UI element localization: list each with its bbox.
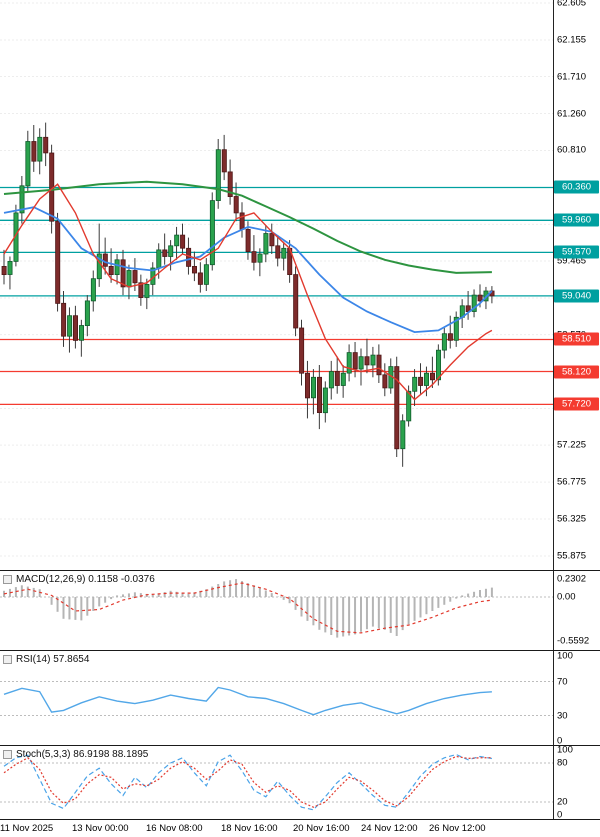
level-price-label: 58.510 <box>554 332 599 346</box>
rsi-axis-label: 100 <box>557 651 573 662</box>
x-axis-label: 18 Nov 16:00 <box>221 823 278 834</box>
x-axis-label: 16 Nov 08:00 <box>146 823 203 834</box>
stochastic-header: Stoch(5,3,3) 86.9198 88.1895 <box>3 749 148 760</box>
level-price-label: 57.720 <box>554 397 599 411</box>
indicator-marker-icon <box>3 655 12 664</box>
level-price-label: 58.120 <box>554 365 599 379</box>
stochastic-canvas[interactable] <box>0 746 600 819</box>
level-price-label: 60.360 <box>554 180 599 194</box>
indicator-marker-icon <box>3 750 12 759</box>
panel-divider <box>0 650 600 651</box>
level-price-label: 59.570 <box>554 245 599 259</box>
x-axis-label: 11 Nov 2025 <box>0 823 54 834</box>
price-tick-label: 61.260 <box>557 108 587 120</box>
macd-signal-line <box>3 582 492 634</box>
stoch-k-line <box>3 753 492 811</box>
stochastic-panel: Stoch(5,3,3) 86.9198 88.1895 100 80 20 0 <box>0 746 600 819</box>
stoch-axis-label: 100 <box>557 746 573 756</box>
panel-divider <box>0 745 600 746</box>
macd-axis-label: -0.5592 <box>557 635 590 647</box>
ma-fast-line <box>3 183 493 401</box>
rsi-axis-label: 70 <box>557 676 568 687</box>
price-gridlines <box>0 2 553 557</box>
macd-axis-label: 0.2302 <box>557 573 587 585</box>
stoch-axis-label: 80 <box>557 757 568 769</box>
price-tick-label: 56.325 <box>557 513 587 525</box>
price-tick-label: 59.465 <box>557 255 587 267</box>
time-axis[interactable]: 11 Nov 2025 13 Nov 00:00 16 Nov 08:00 18 No… <box>0 819 600 837</box>
x-axis-label: 26 Nov 12:00 <box>429 823 486 834</box>
stoch-axis-label: 0 <box>557 809 563 820</box>
ma-mid-line <box>3 206 493 334</box>
macd-axis-label: 0.00 <box>557 591 576 603</box>
rsi-canvas[interactable] <box>0 651 600 745</box>
level-price-label: 59.960 <box>554 213 599 227</box>
stoch-d-line <box>3 755 492 808</box>
panel-divider <box>0 570 600 571</box>
ma-slow-line <box>3 180 492 274</box>
rsi-panel: RSI(14) 57.8654 100 70 30 0 <box>0 651 600 745</box>
rsi-axis-label: 0 <box>557 735 563 746</box>
price-tick-label: 62.155 <box>557 34 587 46</box>
price-chart-canvas[interactable] <box>0 0 600 570</box>
macd-panel: MACD(12,26,9) 0.1158 -0.0376 0.2302 0.00 -… <box>0 571 600 650</box>
stochastic-label: Stoch(5,3,3) 86.9198 88.1895 <box>16 749 149 760</box>
price-tick-label: 60.810 <box>557 144 587 156</box>
price-tick-label: 62.605 <box>557 0 587 9</box>
x-axis-label: 20 Nov 16:00 <box>293 823 350 834</box>
x-axis-label: 13 Nov 00:00 <box>72 823 129 834</box>
rsi-label: RSI(14) 57.8654 <box>16 654 90 665</box>
macd-histogram <box>3 579 493 638</box>
macd-header: MACD(12,26,9) 0.1158 -0.0376 <box>3 574 155 585</box>
macd-canvas[interactable] <box>0 571 600 650</box>
support-resistance-lines <box>0 186 553 406</box>
indicator-marker-icon <box>3 575 12 584</box>
price-tick-label: 56.775 <box>557 476 587 488</box>
macd-label: MACD(12,26,9) 0.1158 -0.0376 <box>16 574 155 585</box>
price-tick-label: 55.875 <box>557 550 587 562</box>
candles-group <box>1 122 495 467</box>
rsi-axis-label: 30 <box>557 710 568 721</box>
rsi-line <box>3 686 492 716</box>
price-axis-line <box>553 0 554 819</box>
price-tick-label: 57.225 <box>557 439 587 451</box>
price-tick-label: 61.710 <box>557 71 587 83</box>
stoch-axis-label: 20 <box>557 796 568 808</box>
level-price-label: 59.040 <box>554 289 599 303</box>
rsi-header: RSI(14) 57.8654 <box>3 654 89 665</box>
price-panel: 62.605 62.155 61.710 61.260 60.810 59.465 58.5… <box>0 0 600 570</box>
x-axis-label: 24 Nov 12:00 <box>361 823 418 834</box>
